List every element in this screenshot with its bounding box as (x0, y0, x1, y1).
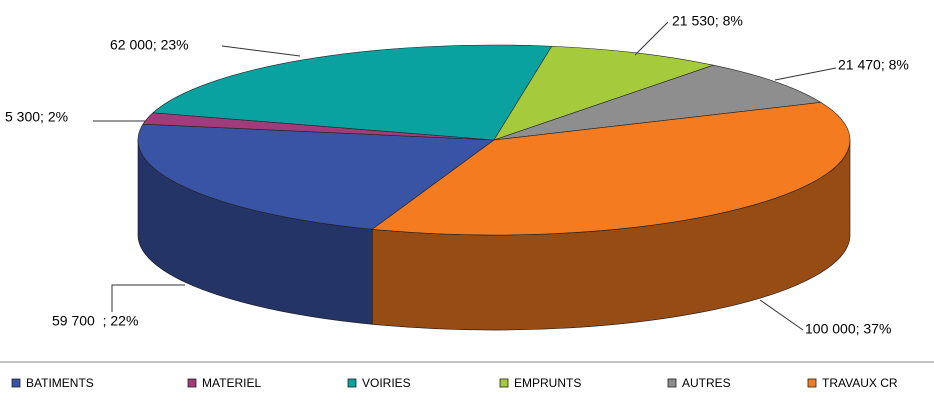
legend-swatch (807, 378, 817, 388)
legend-swatch (11, 378, 21, 388)
legend-swatch (187, 378, 197, 388)
data-label: 21 530; 8% (672, 13, 743, 29)
legend-swatch (667, 378, 677, 388)
slice (493, 64, 822, 141)
legend-label: EMPRUNTS (514, 376, 581, 390)
data-label: 5 300; 2% (5, 109, 68, 125)
leader-line (759, 299, 804, 331)
data-label: 100 000; 37% (805, 321, 891, 337)
slice (137, 123, 495, 230)
legend-label: AUTRES (682, 376, 731, 390)
legend-label: MATERIEL (202, 376, 261, 390)
legend-swatch (499, 378, 509, 388)
leader-line (221, 45, 301, 57)
legend-label: VOIRIES (362, 376, 411, 390)
leader-line (111, 284, 185, 312)
slice (371, 102, 851, 236)
legend-label: TRAVAUX CR (822, 376, 898, 390)
slice (152, 44, 553, 141)
data-label: 21 470; 8% (838, 57, 909, 73)
data-label: 59 700 ; 22% (52, 313, 138, 329)
leader-line (774, 67, 837, 81)
legend-swatch (347, 378, 357, 388)
data-label: 62 000; 23% (110, 37, 189, 53)
leader-line (634, 21, 669, 56)
legend-label: BATIMENTS (26, 376, 94, 390)
